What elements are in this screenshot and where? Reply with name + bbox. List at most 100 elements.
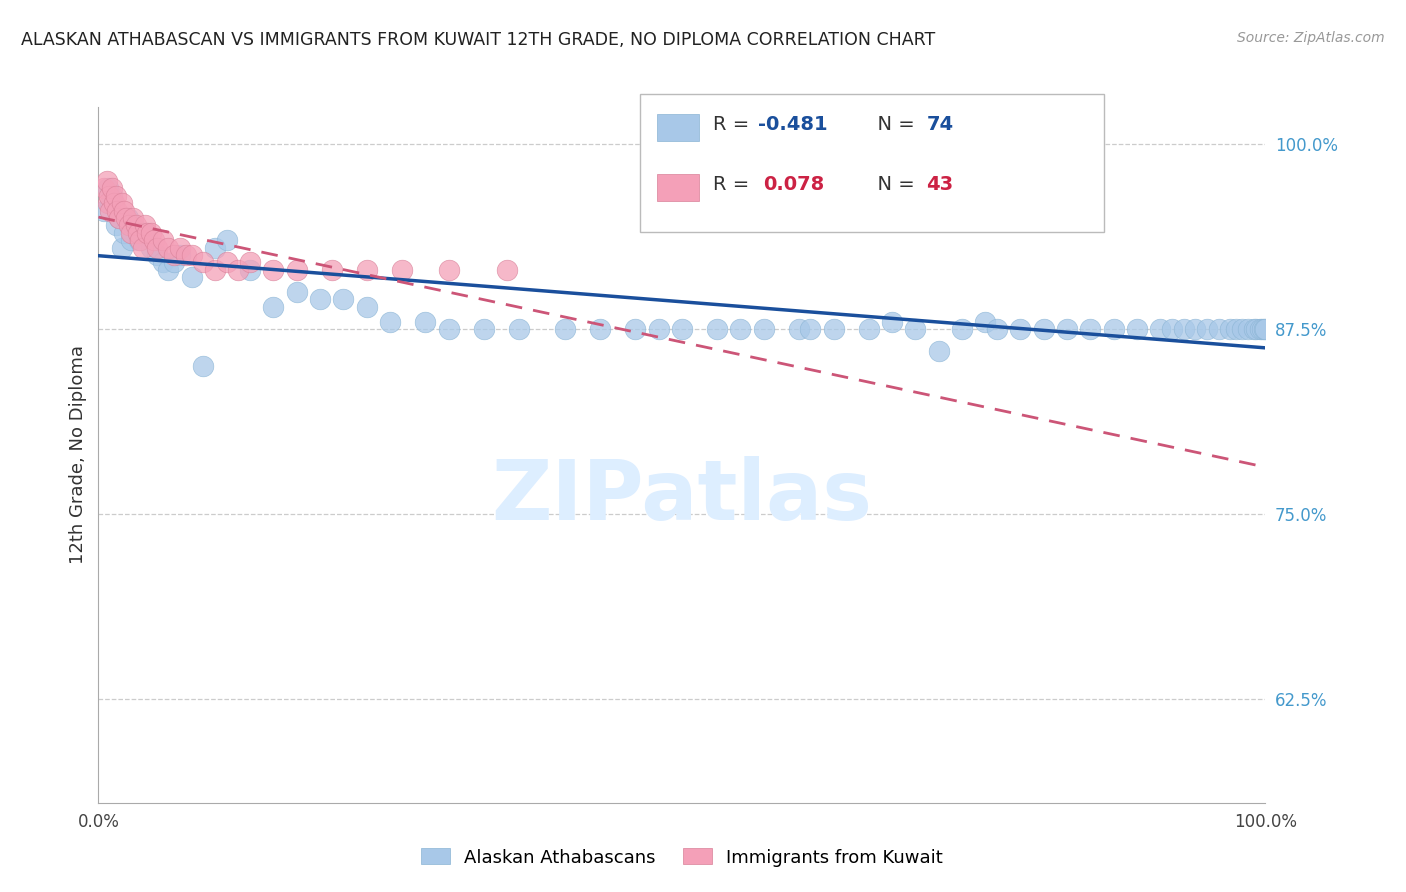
Point [1161,322,1184,336]
Point [472,322,495,336]
Point [1195,322,1218,336]
Point [134,219,156,233]
Point [1244,322,1267,336]
Point [111,241,134,255]
Point [169,248,191,262]
Point [1254,322,1277,336]
Point [97,181,120,195]
Point [111,196,134,211]
Point [823,322,845,336]
Point [356,263,378,277]
Point [104,189,127,203]
Text: -0.481: -0.481 [758,115,828,135]
Point [1243,322,1265,336]
Point [101,189,124,203]
Point [1173,322,1195,336]
Point [437,263,460,277]
Point [950,322,973,336]
Point [1249,322,1271,336]
Point [1230,322,1253,336]
Point [169,241,191,255]
Text: R =: R = [713,115,755,135]
Point [554,322,576,336]
Point [103,196,125,211]
Point [1080,322,1102,336]
Point [285,285,308,299]
Point [128,233,150,247]
Point [97,189,120,203]
Point [1208,322,1230,336]
Point [93,181,115,195]
Text: N =: N = [865,175,921,194]
Point [496,263,519,277]
Point [1225,322,1247,336]
Point [624,322,647,336]
Point [143,233,166,247]
Point [1032,322,1054,336]
Point [309,293,332,307]
Point [120,226,142,240]
Point [752,322,775,336]
Point [108,211,131,225]
Point [97,196,120,211]
Point [1184,322,1206,336]
Point [204,241,226,255]
Text: ZIPatlas: ZIPatlas [492,456,872,537]
Point [974,315,997,329]
Point [112,226,135,240]
Point [1102,322,1125,336]
Point [332,293,354,307]
Point [239,255,262,269]
Point [1010,322,1032,336]
Point [180,248,202,262]
Point [321,263,343,277]
Point [508,322,530,336]
Point [239,263,262,277]
Point [437,322,460,336]
Point [589,322,612,336]
Point [730,322,752,336]
Point [1126,322,1149,336]
Point [108,211,131,225]
Y-axis label: 12th Grade, No Diploma: 12th Grade, No Diploma [69,345,87,565]
Point [163,248,186,262]
Point [174,248,197,262]
Point [928,344,950,359]
Point [118,219,141,233]
Point [215,255,238,269]
Point [125,219,148,233]
Point [120,233,142,247]
Point [787,322,810,336]
Point [880,315,903,329]
Point [136,226,159,240]
Point [180,270,202,285]
Point [112,203,135,218]
Text: 43: 43 [927,175,953,194]
Point [799,322,821,336]
Point [706,322,728,336]
Point [262,300,284,314]
Point [134,226,156,240]
Point [129,233,152,247]
Point [1253,322,1275,336]
Text: 74: 74 [927,115,953,135]
Point [285,263,308,277]
Text: R =: R = [713,175,755,194]
Text: Source: ZipAtlas.com: Source: ZipAtlas.com [1237,31,1385,45]
Point [1251,322,1274,336]
Point [105,203,128,218]
Point [96,174,118,188]
Point [193,255,215,269]
Point [262,263,284,277]
Point [904,322,927,336]
Point [152,233,174,247]
Point [152,255,174,269]
Point [163,255,186,269]
Text: N =: N = [865,115,921,135]
Point [413,315,436,329]
Point [157,241,180,255]
Point [986,322,1008,336]
Point [1056,322,1078,336]
Point [204,263,226,277]
Point [215,233,238,247]
